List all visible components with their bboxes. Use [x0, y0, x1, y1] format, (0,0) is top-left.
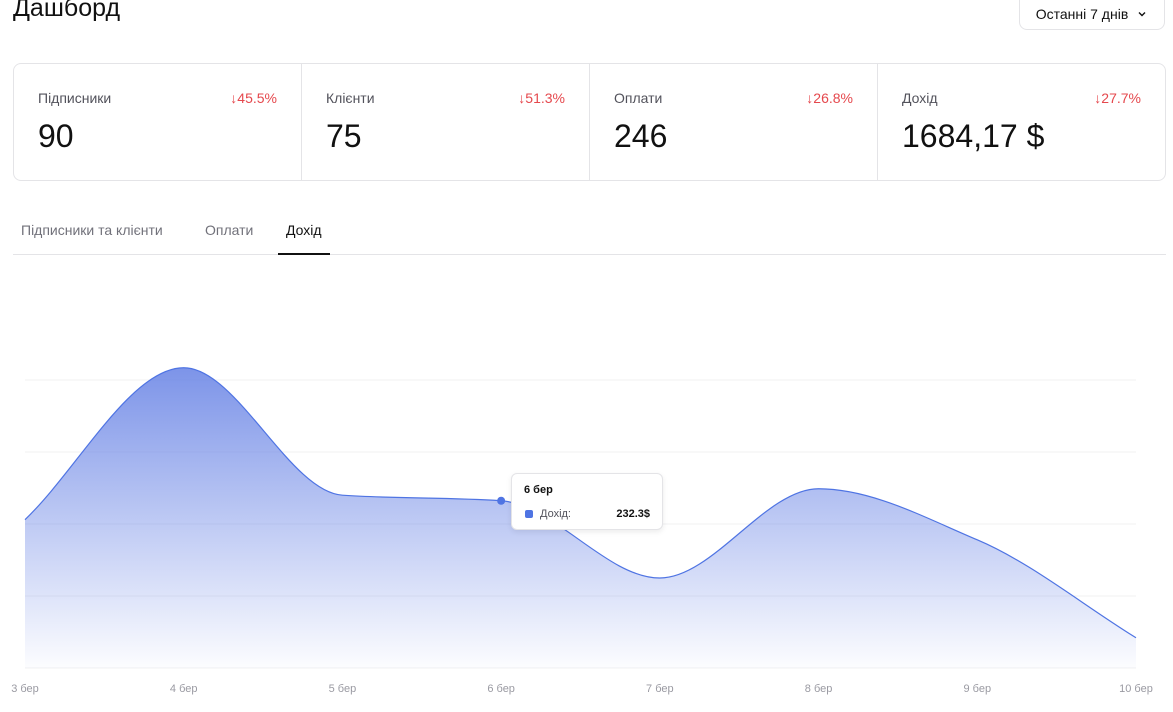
x-tick-label: 8 бер — [805, 683, 833, 695]
x-tick-label: 9 бер — [963, 683, 991, 695]
stat-label: Оплати — [614, 90, 663, 106]
stat-label: Клієнти — [326, 90, 375, 106]
tooltip-series: Дохід: — [540, 508, 571, 520]
area-fill — [25, 367, 1136, 668]
tab[interactable]: Підписники та клієнти — [21, 222, 163, 238]
stat-value: 246 — [614, 118, 668, 154]
stat-card: Підписники ↓45.5% 90 — [14, 64, 301, 180]
x-tick-label: 4 бер — [170, 683, 198, 695]
stat-label: Дохід — [902, 90, 938, 106]
chart: 3 бер 4 бер 5 бер 6 бер 7 бер 8 бер 9 бер 10 бе… — [11, 367, 1153, 695]
area-line — [24, 367, 1137, 639]
tab[interactable]: Дохід — [278, 222, 330, 255]
tooltip-swatch — [525, 510, 533, 518]
stat-label: Підписники — [38, 90, 112, 106]
tabs: Підписники та клієнти Оплати Дохід — [13, 214, 1166, 255]
x-tick-label: 7 бер — [646, 683, 674, 695]
stats-cards: Підписники ↓45.5% 90 Клієнти ↓51.3% 75 Оплати ↓… — [13, 63, 1166, 181]
date-range-button[interactable]: Останні 7 днів — [1019, 0, 1165, 30]
stat-change: ↓27.7% — [1094, 90, 1141, 106]
stat-value: 75 — [326, 118, 362, 154]
tooltip-value: 232.3$ — [616, 508, 650, 520]
stat-value: 90 — [38, 118, 74, 154]
tab[interactable]: Оплати — [205, 222, 254, 238]
stat-value: 1684,17 $ — [902, 118, 1045, 154]
date-range-label: Останні 7 днів — [1035, 6, 1129, 22]
x-tick-label: 3 бер — [11, 683, 39, 695]
page-title: Дашборд — [13, 0, 121, 22]
stat-change: ↓51.3% — [518, 90, 565, 106]
chevron-icon — [1138, 12, 1146, 17]
stat-card: Оплати ↓26.8% 246 — [589, 64, 877, 180]
stat-change: ↓45.5% — [230, 90, 277, 106]
x-tick-label: 10 бер — [1119, 683, 1153, 695]
stat-card: Клієнти ↓51.3% 75 — [301, 64, 589, 180]
tooltip: 6 бер Дохід: 232.3$ — [511, 473, 663, 530]
stat-card: Дохід ↓27.7% 1684,17 $ — [877, 64, 1165, 180]
x-tick-label: 6 бер — [487, 683, 515, 695]
stat-change: ↓26.8% — [806, 90, 853, 106]
x-tick-label: 5 бер — [329, 683, 357, 695]
tooltip-title: 6 бер — [524, 484, 553, 496]
active-point — [497, 496, 506, 505]
